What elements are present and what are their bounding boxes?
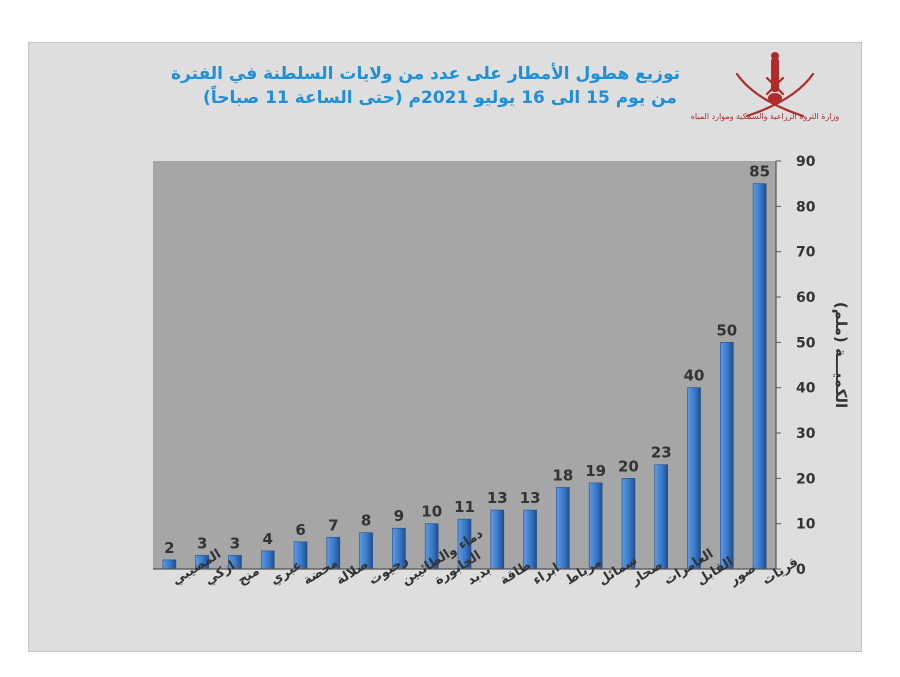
y-tick-label: 70 — [796, 245, 816, 261]
title-line-1: توزيع هطول الأمطار على عدد من ولايات الس… — [171, 64, 680, 84]
plot-area — [153, 161, 776, 569]
data-label: 4 — [263, 530, 273, 548]
y-tick-label: 10 — [796, 517, 816, 533]
data-label: 11 — [454, 498, 475, 516]
data-label: 3 — [197, 534, 207, 552]
y-axis-title: الكميـــة (ملم) — [832, 302, 850, 408]
data-label: 23 — [651, 444, 672, 462]
data-label: 10 — [421, 503, 442, 521]
y-tick-label: 50 — [796, 335, 816, 351]
ministry-emblem-icon — [715, 48, 835, 128]
ministry-name: وزارة الثروة الزراعية والسمكية وموارد ال… — [690, 112, 840, 121]
data-label: 8 — [361, 512, 371, 530]
data-label: 20 — [618, 457, 639, 475]
bar — [260, 550, 275, 570]
y-tick-label: 0 — [796, 562, 806, 578]
bar — [556, 487, 570, 570]
bar — [654, 464, 669, 570]
data-label: 13 — [487, 489, 508, 507]
data-label: 7 — [328, 516, 338, 534]
y-tick-label: 40 — [796, 381, 816, 397]
bar — [687, 387, 701, 570]
data-label: 50 — [716, 321, 737, 339]
y-tick-label: 60 — [796, 290, 816, 306]
data-label: 3 — [230, 534, 240, 552]
data-label: 9 — [394, 507, 404, 525]
data-label: 6 — [295, 521, 305, 539]
y-tick-label: 20 — [796, 471, 816, 487]
data-label: 40 — [684, 367, 705, 385]
data-label: 13 — [520, 489, 541, 507]
bar — [720, 342, 734, 570]
bar — [162, 559, 177, 570]
data-label: 85 — [749, 163, 770, 181]
data-label: 18 — [552, 466, 573, 484]
y-tick-label: 30 — [796, 426, 816, 442]
y-tick-label: 80 — [796, 199, 816, 215]
data-label: 2 — [164, 539, 174, 557]
data-label: 19 — [585, 462, 606, 480]
title-line-2: من يوم 15 الى 16 يوليو 2021م (حتى الساعة… — [203, 88, 677, 108]
y-tick-label: 90 — [796, 154, 816, 170]
chart-title: توزيع هطول الأمطار على عدد من ولايات الس… — [171, 62, 680, 110]
bar — [752, 183, 767, 570]
bar — [490, 509, 505, 570]
